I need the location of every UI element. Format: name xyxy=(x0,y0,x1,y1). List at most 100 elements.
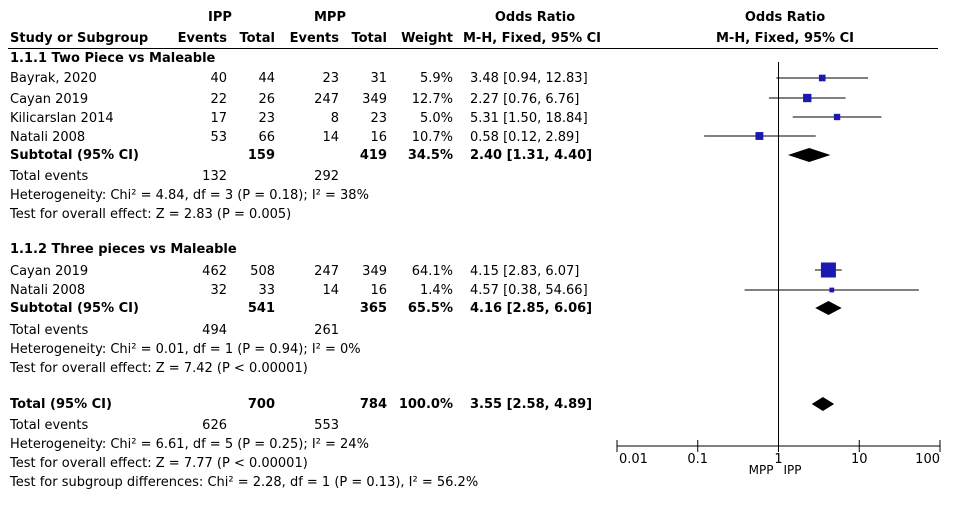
subtotal-total-ipp: 159 xyxy=(247,148,275,163)
subgroup-title: 1.1.1 Two Piece vs Maleable xyxy=(10,51,216,66)
total-events-label: Total events xyxy=(10,169,89,184)
study-name: Natali 2008 xyxy=(10,130,86,145)
pooled-diamond xyxy=(811,397,835,411)
subtotal-ci: 4.16 [2.85, 6.06] xyxy=(470,301,593,316)
total-events-ipp: 132 xyxy=(202,169,227,184)
col-events2: Events xyxy=(289,31,339,46)
total-events-mpp: 261 xyxy=(314,323,339,338)
total-events-ipp: 494 xyxy=(202,323,227,338)
total-mpp: 31 xyxy=(370,71,387,86)
total-mpp: 16 xyxy=(370,130,387,145)
plot-method: M-H, Fixed, 95% CI xyxy=(715,31,854,46)
x-tick-label: 0.01 xyxy=(619,452,648,467)
events-ipp: 53 xyxy=(210,130,227,145)
total-mpp: 23 xyxy=(370,111,387,126)
col-total2: Total xyxy=(351,31,387,46)
study-name: Natali 2008 xyxy=(10,283,86,298)
pooled-diamond xyxy=(815,301,842,315)
total-ipp: 508 xyxy=(250,264,275,279)
events-ipp: 40 xyxy=(210,71,227,86)
subgroup-difference-text: Test for subgroup differences: Chi² = 2.… xyxy=(10,475,479,490)
total-ipp: 23 xyxy=(258,111,275,126)
study-name: Kilicarslan 2014 xyxy=(10,111,114,126)
study-marker xyxy=(755,132,764,140)
total-events-ipp: 626 xyxy=(202,418,227,433)
events-mpp: 247 xyxy=(314,264,339,279)
events-mpp: 247 xyxy=(314,92,339,107)
subgroup-title: 1.1.2 Three pieces vs Maleable xyxy=(10,242,237,257)
total-mpp: 349 xyxy=(362,264,387,279)
total-events-mpp: 292 xyxy=(314,169,339,184)
x-label-favours-left: MPP xyxy=(749,463,774,477)
subtotal-total-mpp: 419 xyxy=(359,148,387,163)
total-total-ipp: 700 xyxy=(247,397,275,412)
weight: 5.0% xyxy=(419,111,453,126)
events-ipp: 22 xyxy=(210,92,227,107)
weight: 5.9% xyxy=(419,71,453,86)
subtotal-total-ipp: 541 xyxy=(247,301,275,316)
study-marker xyxy=(829,287,835,293)
x-tick-label: 0.1 xyxy=(687,452,708,467)
subtotal-label: Subtotal (95% CI) xyxy=(10,301,139,316)
study-marker xyxy=(803,93,812,103)
odds-ratio-ci: 3.48 [0.94, 12.83] xyxy=(470,71,588,86)
events-ipp: 462 xyxy=(202,264,227,279)
odds-ratio-ci: 2.27 [0.76, 6.76] xyxy=(470,92,580,107)
heterogeneity-text: Heterogeneity: Chi² = 4.84, df = 3 (P = … xyxy=(10,188,369,203)
forest-table: IPP MPP Odds Ratio Odds Ratio Study or S… xyxy=(8,10,938,490)
total-ipp: 33 xyxy=(258,283,275,298)
weight: 10.7% xyxy=(411,130,453,145)
study-marker xyxy=(833,113,841,121)
subtotal-total-mpp: 365 xyxy=(359,301,387,316)
group2-header: MPP xyxy=(314,10,346,25)
odds-ratio-ci: 0.58 [0.12, 2.89] xyxy=(470,130,580,145)
total-weight: 100.0% xyxy=(398,397,453,412)
events-ipp: 17 xyxy=(210,111,227,126)
total-mpp: 349 xyxy=(362,92,387,107)
overall-effect-text: Test for overall effect: Z = 7.42 (P < 0… xyxy=(10,361,308,376)
col-method: M-H, Fixed, 95% CI xyxy=(463,31,602,46)
plot-title: Odds Ratio xyxy=(744,10,826,25)
weight: 64.1% xyxy=(411,264,453,279)
total-total-mpp: 784 xyxy=(359,397,387,412)
odds-ratio-ci: 5.31 [1.50, 18.84] xyxy=(470,111,588,126)
events-mpp: 14 xyxy=(322,283,339,298)
total-events-mpp: 553 xyxy=(314,418,339,433)
study-name: Cayan 2019 xyxy=(10,264,89,279)
odds-ratio-ci: 4.57 [0.38, 54.66] xyxy=(470,283,588,298)
heterogeneity-text: Heterogeneity: Chi² = 0.01, df = 1 (P = … xyxy=(10,342,361,357)
col-study: Study or Subgroup xyxy=(10,31,149,46)
heterogeneity-text: Heterogeneity: Chi² = 6.61, df = 5 (P = … xyxy=(10,437,369,452)
total-ipp: 44 xyxy=(258,71,275,86)
pooled-diamond xyxy=(787,148,831,162)
subtotal-weight: 65.5% xyxy=(407,301,453,316)
effect-title: Odds Ratio xyxy=(494,10,576,25)
study-marker xyxy=(820,262,836,278)
total-ipp: 66 xyxy=(258,130,275,145)
total-ipp: 26 xyxy=(258,92,275,107)
study-name: Bayrak, 2020 xyxy=(10,71,97,86)
events-ipp: 32 xyxy=(210,283,227,298)
overall-effect-text: Test for overall effect: Z = 7.77 (P < 0… xyxy=(10,456,308,471)
col-weight: Weight xyxy=(401,31,453,46)
study-marker xyxy=(818,74,826,82)
header-rule xyxy=(8,48,938,49)
events-mpp: 23 xyxy=(322,71,339,86)
x-tick-label: 100 xyxy=(915,452,940,467)
x-label-favours-right: IPP xyxy=(784,463,802,477)
events-mpp: 8 xyxy=(330,111,339,126)
total-mpp: 16 xyxy=(370,283,387,298)
odds-ratio-ci: 4.15 [2.83, 6.07] xyxy=(470,264,580,279)
subtotal-ci: 2.40 [1.31, 4.40] xyxy=(470,148,593,163)
total-label: Total (95% CI) xyxy=(10,397,112,412)
subtotal-label: Subtotal (95% CI) xyxy=(10,148,139,163)
events-mpp: 14 xyxy=(322,130,339,145)
x-tick-label: 10 xyxy=(851,452,868,467)
weight: 12.7% xyxy=(411,92,453,107)
group1-header: IPP xyxy=(208,10,232,25)
total-ci: 3.55 [2.58, 4.89] xyxy=(470,397,593,412)
overall-effect-text: Test for overall effect: Z = 2.83 (P = 0… xyxy=(10,207,292,222)
col-total1: Total xyxy=(239,31,275,46)
x-tick-label: 1 xyxy=(774,452,782,467)
